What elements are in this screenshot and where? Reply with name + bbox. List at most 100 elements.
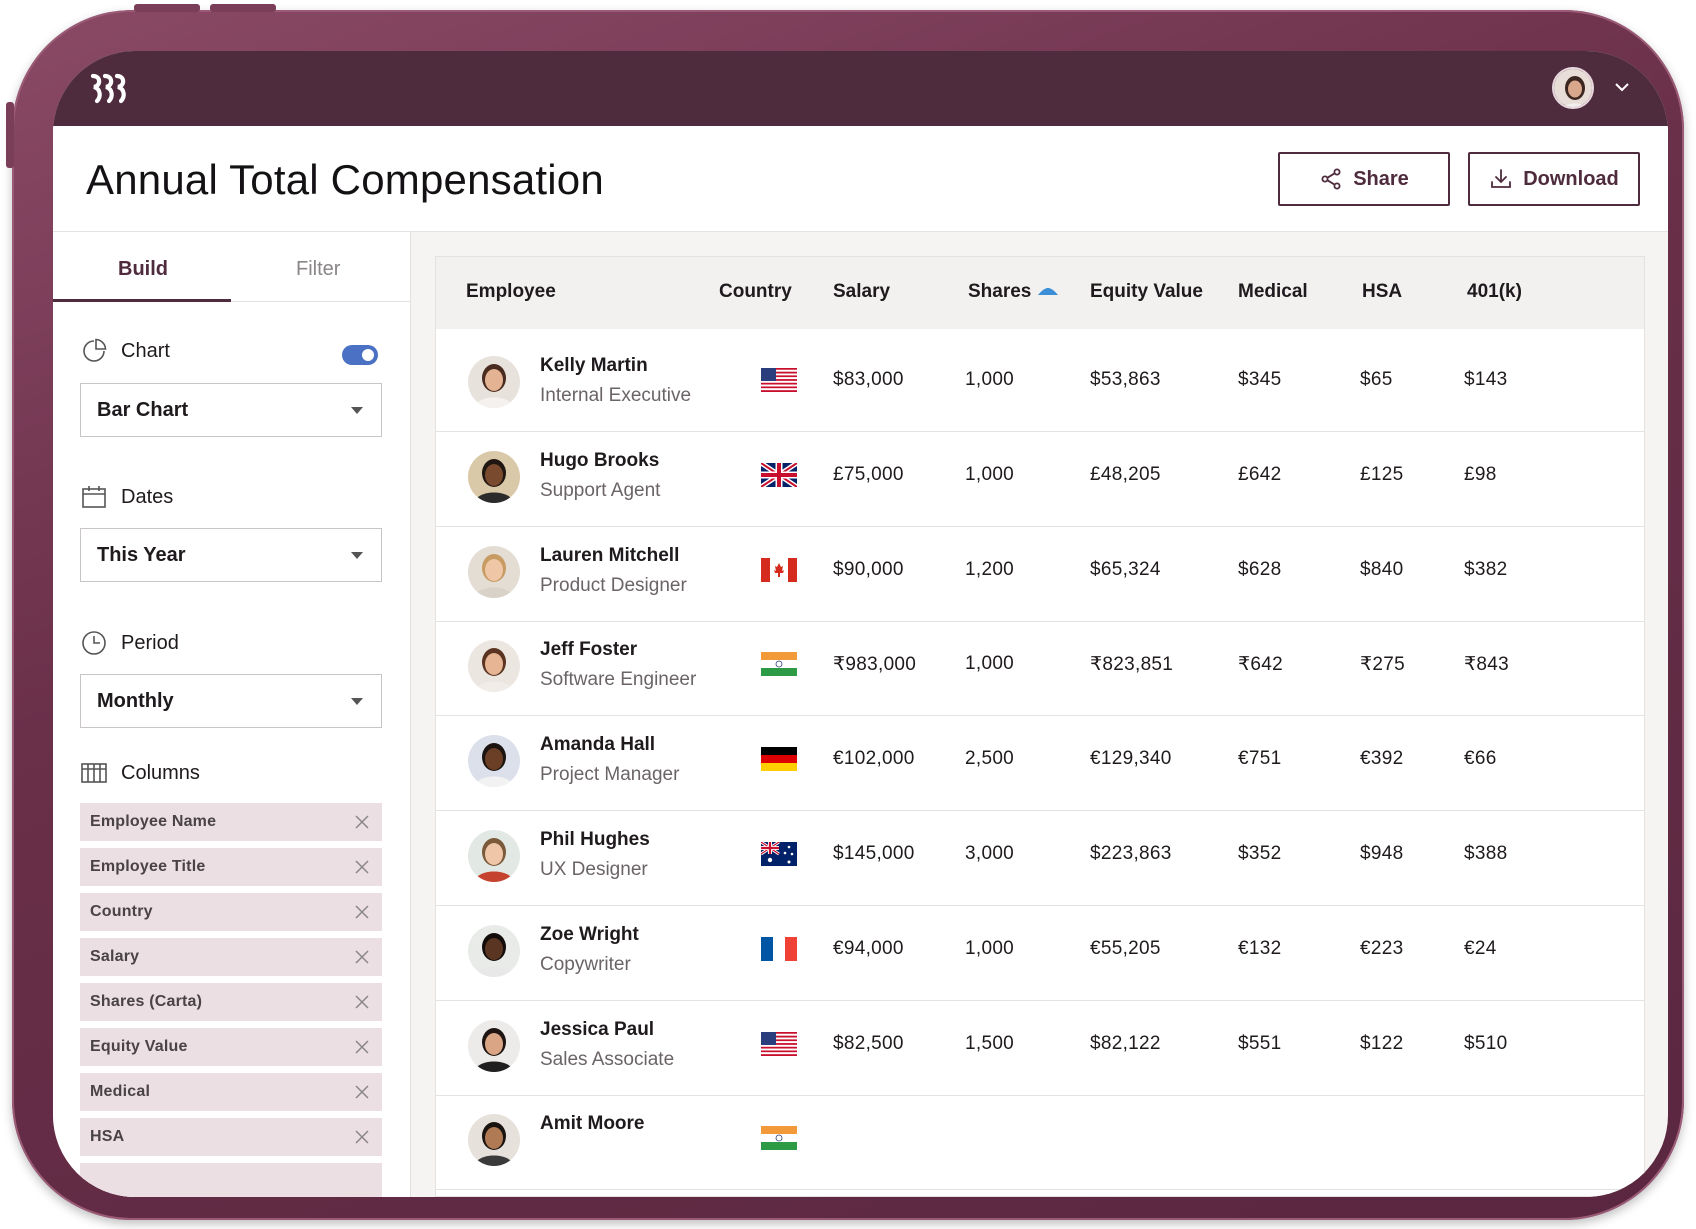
shares-cell: 1,200 (965, 558, 1015, 580)
table-row[interactable]: Amit Moore (436, 1087, 1644, 1191)
column-header-shares-label: Shares (968, 281, 1032, 302)
hsa-cell: $122 (1360, 1032, 1404, 1054)
401k-cell: £98 (1464, 463, 1497, 485)
chart-type-select[interactable]: Bar Chart (80, 383, 382, 437)
401k-cell: $143 (1464, 369, 1508, 390)
hsa-cell: $948 (1360, 843, 1404, 864)
table-row[interactable]: Lauren Mitchell Product Designer $90,000 1,… (436, 519, 1644, 622)
table-row[interactable]: Amanda Hall Project Manager €102,000 2,500 €… (436, 708, 1644, 812)
employee-title: Sales Associate (540, 1048, 675, 1070)
dates-select[interactable]: This Year (80, 528, 382, 582)
column-header-salary[interactable]: Salary (833, 281, 891, 302)
employee-avatar (468, 450, 520, 503)
medical-cell: £642 (1238, 463, 1282, 485)
column-header-hsa[interactable]: HSA (1362, 281, 1403, 302)
remove-column-icon[interactable] (354, 1129, 370, 1145)
equity-value-cell: $82,122 (1090, 1032, 1161, 1054)
column-header-equity-value[interactable]: Equity Value (1090, 281, 1203, 302)
shares-cell: 1,500 (965, 1032, 1015, 1054)
chart-label: Chart (121, 339, 170, 362)
table-row[interactable]: Kelly Martin Internal Executive $83,000 1,0… (436, 329, 1644, 432)
table-row[interactable]: Hugo Brooks Support Agent £75,000 1,000 £48,… (436, 424, 1644, 527)
panel-tabs: Build Filter (53, 232, 411, 302)
401k-cell: ₹843 (1464, 654, 1509, 676)
employee-name: Phil Hughes (540, 829, 650, 850)
download-icon (1491, 169, 1512, 188)
remove-column-icon[interactable] (354, 949, 370, 965)
remove-column-icon[interactable] (354, 859, 370, 875)
salary-cell: €94,000 (833, 937, 904, 959)
column-chip: Shares (Carta) (80, 983, 382, 1021)
dates-label: Dates (121, 485, 174, 508)
column-chip-label: Country (90, 903, 153, 920)
employee-avatar (468, 735, 520, 788)
401k-cell: €24 (1464, 937, 1497, 959)
column-chip-label: Employee Name (90, 813, 217, 830)
table-row[interactable]: Jeff Foster Software Engineer ₹983,000 1,00… (436, 613, 1644, 717)
dates-section-label: Dates (81, 484, 173, 510)
columns-icon (81, 763, 107, 783)
remove-column-icon[interactable] (354, 994, 370, 1010)
compensation-table: Employee Country Salary Shares Equity Va… (435, 256, 1645, 1197)
france-flag-icon (761, 936, 797, 961)
401k-cell: $388 (1464, 843, 1508, 864)
download-button[interactable]: Download (1468, 152, 1640, 206)
hsa-cell: €392 (1360, 748, 1404, 770)
user-avatar[interactable] (1552, 67, 1594, 109)
salary-cell: ₹983,000 (833, 654, 917, 676)
column-header-country[interactable]: Country (719, 281, 792, 302)
app-screen: Annual Total Compensation Share (53, 51, 1668, 1197)
device-button-top (134, 4, 200, 12)
caret-down-icon (351, 698, 363, 705)
chart-type-value: Bar Chart (97, 398, 189, 421)
tab-filter[interactable]: Filter (296, 258, 341, 280)
salary-cell: $82,500 (833, 1032, 904, 1054)
401k-cell: €66 (1464, 748, 1497, 770)
401k-cell: $382 (1464, 558, 1508, 580)
salary-cell: $90,000 (833, 558, 904, 580)
share-button[interactable]: Share (1278, 152, 1450, 206)
equity-value-cell: €55,205 (1090, 937, 1161, 959)
column-chip: Employee Name (80, 803, 382, 841)
equity-value-cell: $53,863 (1090, 369, 1161, 390)
chart-toggle[interactable] (342, 345, 378, 365)
employee-name: Zoe Wright (540, 923, 639, 945)
employee-name: Jessica Paul (540, 1018, 655, 1040)
australia-flag-icon (761, 842, 797, 866)
employee-name: Lauren Mitchell (540, 544, 680, 566)
column-header-401k[interactable]: 401(k) (1467, 281, 1522, 302)
remove-column-icon[interactable] (354, 1084, 370, 1100)
tab-build[interactable]: Build (118, 258, 168, 280)
column-header-medical[interactable]: Medical (1238, 281, 1308, 302)
india-flag-icon (761, 1126, 797, 1151)
us-flag-icon (761, 1031, 797, 1056)
chart-section-label: Chart (81, 338, 170, 364)
india-flag-icon (761, 652, 797, 677)
medical-cell: $352 (1238, 843, 1282, 864)
sort-ascending-icon[interactable] (1037, 286, 1059, 298)
table-row[interactable]: Zoe Wright Copywriter €94,000 1,000 €55,205 €… (436, 898, 1644, 1001)
medical-cell: €132 (1238, 937, 1282, 959)
period-select[interactable]: Monthly (80, 674, 382, 728)
period-section-label: Period (81, 630, 179, 656)
401k-cell: $510 (1464, 1032, 1508, 1054)
remove-column-icon[interactable] (354, 1039, 370, 1055)
table-row[interactable]: Phil Hughes UX Designer $145,000 3,000 $223,… (436, 803, 1644, 906)
column-header-employee[interactable]: Employee (466, 281, 556, 302)
device-button-side (6, 102, 14, 168)
shares-cell: 3,000 (965, 843, 1015, 864)
page-title: Annual Total Compensation (86, 156, 604, 203)
remove-column-icon[interactable] (354, 814, 370, 830)
equity-value-cell: $223,863 (1090, 843, 1172, 864)
salary-cell: £75,000 (833, 463, 904, 485)
column-chip (80, 1163, 382, 1197)
chevron-down-icon[interactable] (1614, 81, 1630, 93)
column-header-shares[interactable]: Shares (968, 281, 1059, 303)
rippling-logo-icon[interactable] (89, 71, 129, 105)
remove-column-icon[interactable] (354, 904, 370, 920)
table-row[interactable]: Jessica Paul Sales Associate $82,500 1,500 $… (436, 993, 1644, 1096)
salary-cell: €102,000 (833, 748, 915, 770)
period-label: Period (121, 631, 179, 654)
salary-cell: $145,000 (833, 843, 915, 864)
shares-cell: 1,000 (965, 463, 1015, 485)
